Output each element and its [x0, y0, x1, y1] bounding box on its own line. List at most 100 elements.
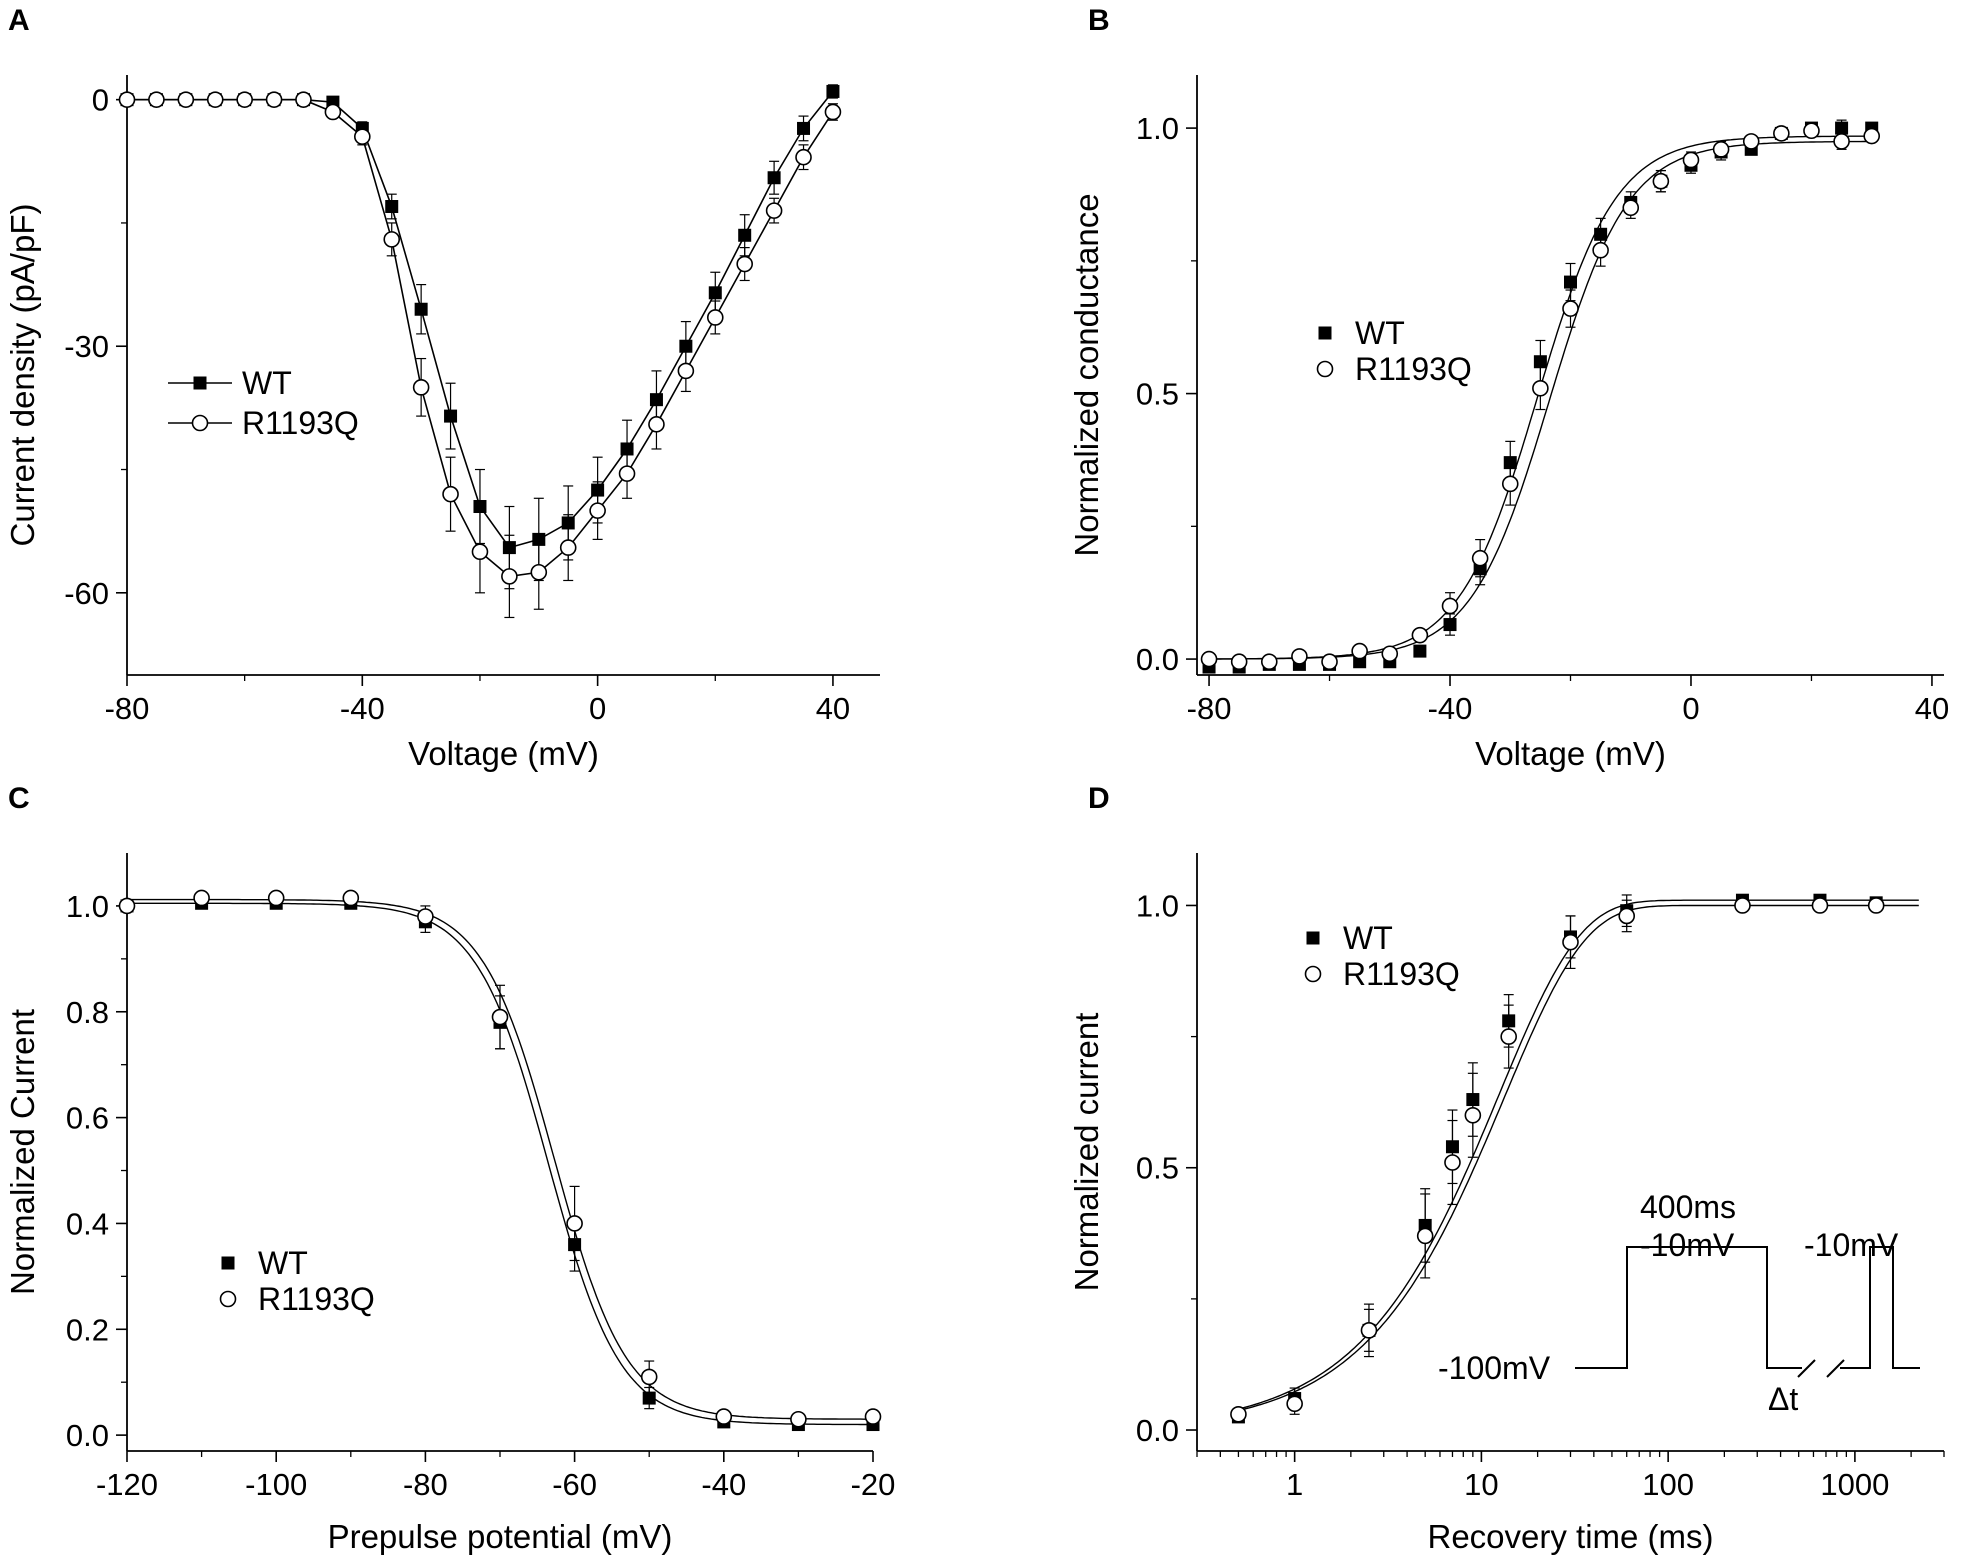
y-tick-label: -60 [64, 576, 109, 611]
y-tick-label: 0.0 [66, 1418, 109, 1453]
data-point-R1193Q [1230, 1405, 1247, 1423]
x-tick-label: -60 [552, 1467, 597, 1502]
legend-marker-R1193Q [1304, 965, 1322, 983]
data-point-R1193Q [1501, 475, 1519, 493]
data-point-WT [797, 121, 811, 135]
protocol-break [1826, 1359, 1845, 1378]
panel-letter: B [1088, 4, 1110, 37]
data-point-R1193Q [677, 362, 695, 380]
y-tick-label: 0.2 [66, 1312, 109, 1347]
x-tick-label: 0 [589, 691, 606, 726]
data-point-R1193Q [383, 231, 401, 248]
data-point-R1193Q [1230, 653, 1248, 671]
data-point-R1193Q [267, 889, 285, 907]
data-point-R1193Q [118, 897, 136, 915]
y-axis-title: Normalized current [1068, 1013, 1105, 1292]
x-tick-label: 10 [1464, 1467, 1498, 1502]
data-point-R1193Q [648, 416, 665, 433]
data-point-WT [502, 541, 516, 555]
legend-label: WT [1355, 315, 1405, 351]
data-point-R1193Q [193, 889, 210, 907]
legend-marker-R1193Q [191, 414, 209, 432]
panel-A: A -80 -40 0 40 0 -30 -60 Voltage (mV) Current den… [4, 4, 880, 772]
fit-curve-R1193Q [1238, 904, 1919, 1412]
data-point-R1193Q [295, 91, 312, 108]
data-point-WT [1413, 644, 1427, 658]
data-point-R1193Q [1618, 907, 1636, 925]
data-point-R1193Q [1562, 933, 1579, 951]
x-tick-label: -40 [701, 1467, 746, 1502]
data-point-R1193Q [118, 91, 136, 108]
data-point-R1193Q [342, 889, 360, 907]
data-point-R1193Q [236, 91, 253, 108]
data-point-WT [1443, 618, 1457, 632]
x-tick-label: 100 [1642, 1467, 1694, 1502]
y-tick-label: 0 [92, 83, 109, 118]
y-tick-label: 1.0 [66, 889, 109, 924]
data-point-R1193Q [1416, 1227, 1434, 1245]
legend-label: R1193Q [1343, 956, 1460, 992]
data-point-R1193Q [824, 103, 842, 121]
data-point-R1193Q [1863, 127, 1881, 145]
inset-holding-label: -100mV [1438, 1350, 1551, 1386]
data-point-R1193Q [736, 255, 753, 273]
y-tick-label: 0.0 [1136, 642, 1179, 677]
protocol-break [1797, 1359, 1816, 1378]
legend-marker-R1193Q [1316, 360, 1334, 378]
y-tick-label: 1.0 [1136, 888, 1179, 923]
x-tick-label: -80 [403, 1467, 448, 1502]
x-tick-label: 40 [816, 691, 850, 726]
fit-curve-WT [127, 902, 873, 1426]
data-point-R1193Q [1321, 653, 1338, 671]
data-point-WT [1466, 1093, 1480, 1107]
data-point-R1193Q [790, 1410, 807, 1428]
data-point-R1193Q [471, 543, 489, 561]
x-tick-label: -100 [245, 1467, 307, 1502]
x-axis-title: Prepulse potential (mV) [328, 1518, 673, 1555]
data-point-R1193Q [864, 1408, 882, 1425]
data-point-R1193Q [1742, 133, 1760, 150]
data-point-WT [708, 286, 722, 300]
data-point-R1193Q [1867, 897, 1885, 914]
panel-letter: D [1088, 782, 1110, 815]
x-tick-label: -20 [851, 1467, 896, 1502]
y-axis-title: Normalized Current [4, 1009, 41, 1295]
y-axis-title: Normalized conductance [1068, 193, 1105, 556]
panel-B: B -80 -40 0 40 0.0 0.5 1.0 Voltage (mV) Normalize… [1068, 4, 1949, 772]
data-point-R1193Q [501, 568, 518, 585]
x-tick-label: 40 [1915, 691, 1949, 726]
data-point-R1193Q [1811, 897, 1829, 914]
data-point-R1193Q [417, 908, 434, 925]
inset-duration-label: 400ms [1640, 1189, 1736, 1225]
x-axis-title: Voltage (mV) [408, 735, 599, 772]
legend-label: R1193Q [242, 405, 359, 441]
data-point-R1193Q [265, 91, 283, 108]
y-axis-title: Current density (pA/pF) [4, 204, 41, 547]
panel-C: C -120 -100 -80 -60 -40 -20 0.0 0.2 0.4 0.6 0.8 1.0 P… [4, 782, 895, 1555]
data-point-WT [1564, 275, 1577, 289]
data-point-R1193Q [1471, 549, 1489, 567]
data-point-R1193Q [1286, 1395, 1303, 1413]
data-point-R1193Q [1712, 141, 1730, 158]
legend-marker-WT [1318, 326, 1332, 340]
data-point-R1193Q [1773, 125, 1790, 142]
data-point-WT [591, 483, 605, 497]
data-point-WT [1502, 1014, 1516, 1028]
data-point-R1193Q [640, 1368, 658, 1386]
legend-label: R1193Q [258, 1281, 375, 1317]
x-tick-label: -120 [96, 1467, 158, 1502]
panel-D: D 1 10 100 1000 0.0 0.5 1.0 Recovery time (ms) No… [1068, 782, 1945, 1555]
x-tick-label: 1000 [1820, 1467, 1889, 1502]
data-point-WT [1445, 1140, 1459, 1154]
data-point-R1193Q [1200, 650, 1218, 668]
fit-curve-WT [1238, 899, 1919, 1410]
data-point-R1193Q [1592, 241, 1609, 259]
data-point-R1193Q [559, 539, 577, 556]
data-point-R1193Q [1441, 597, 1459, 615]
protocol-trace [1840, 1246, 1920, 1369]
data-point-R1193Q [1734, 897, 1751, 914]
